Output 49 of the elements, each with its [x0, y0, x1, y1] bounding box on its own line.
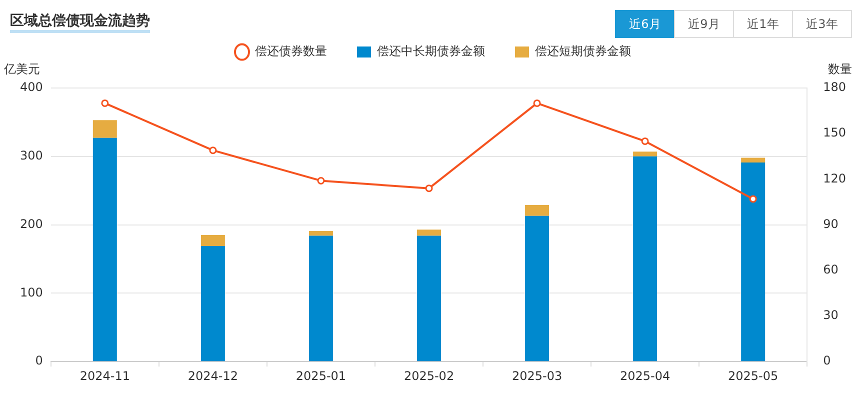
bar [92, 120, 117, 138]
legend-label: 偿还短期债券金额 [535, 44, 631, 58]
y-tick-label: 0 [35, 354, 43, 368]
bar [308, 236, 333, 362]
range-button[interactable]: 近1年 [733, 10, 793, 38]
x-tick-label: 2024-11 [80, 368, 130, 383]
y-tick-label: 400 [20, 80, 43, 94]
bar [633, 156, 658, 362]
bar [417, 230, 441, 236]
y-tick-label: 100 [20, 285, 43, 300]
x-tick-label: 2025-02 [404, 368, 454, 383]
bar [633, 152, 658, 156]
y2-tick-label: 150 [823, 126, 846, 140]
bar [741, 158, 766, 163]
x-tick-label: 2025-05 [728, 368, 778, 383]
bar [200, 246, 225, 362]
point [425, 184, 433, 192]
chart-title: 区域总偿债现金流趋势 [10, 12, 150, 33]
bar [308, 230, 333, 236]
point [641, 137, 649, 145]
bar [525, 204, 550, 216]
bar [200, 235, 225, 246]
legend-label: 偿还中长期债券金额 [377, 44, 485, 58]
range-button[interactable]: 近3年 [792, 10, 852, 38]
point [749, 195, 757, 203]
point [533, 99, 541, 107]
bar [741, 162, 766, 362]
x-tick-label: 2024-12 [188, 368, 238, 383]
x-tick-label: 2025-03 [512, 368, 562, 383]
y-tick-label: 300 [20, 148, 43, 163]
y-axis-title: 亿美元 [3, 62, 40, 76]
y2-axis-title: 数量 [828, 62, 852, 76]
bar [417, 236, 441, 362]
legend-label: 偿还债券数量 [255, 44, 327, 58]
point [317, 176, 325, 184]
y-tick-label: 200 [20, 216, 43, 231]
bar [92, 138, 117, 362]
y2-tick-label: 30 [823, 308, 838, 322]
y2-tick-label: 60 [823, 262, 838, 277]
y2-tick-label: 120 [823, 171, 846, 186]
range-button[interactable]: 近9月 [674, 10, 734, 38]
y2-tick-label: 180 [823, 80, 846, 94]
point [101, 99, 109, 107]
x-tick-label: 2025-01 [296, 368, 346, 383]
x-tick-label: 2025-04 [620, 368, 670, 383]
y2-tick-label: 90 [823, 216, 838, 231]
point [209, 146, 217, 154]
y2-tick-label: 0 [823, 354, 831, 368]
bar [525, 216, 550, 362]
